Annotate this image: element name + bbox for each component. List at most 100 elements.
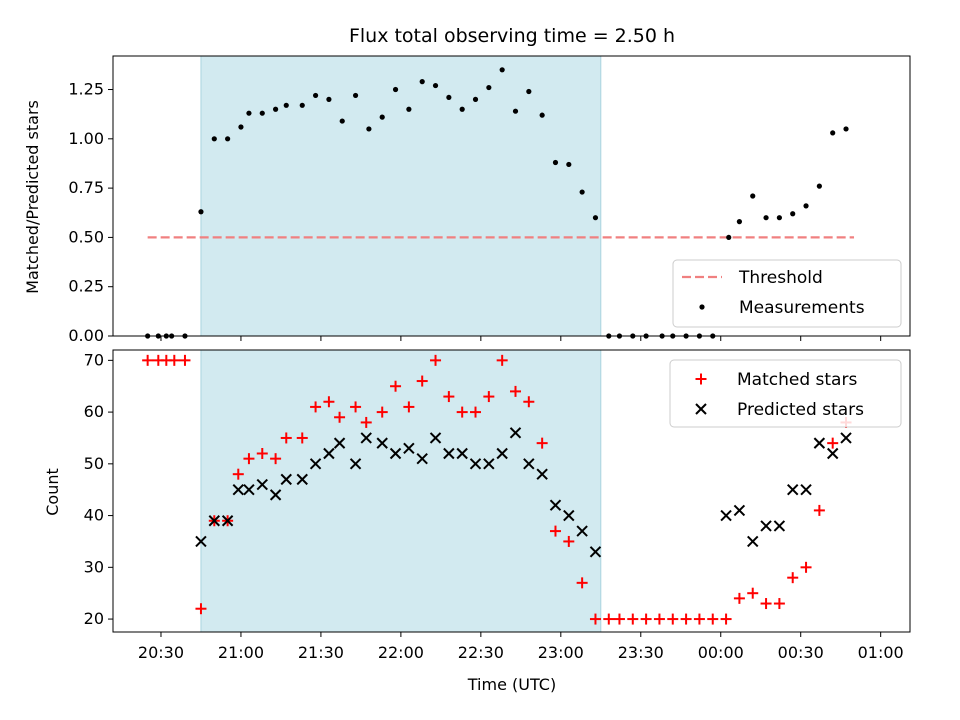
top-shaded-interval bbox=[200, 55, 602, 337]
bottom-y-tick-label: 60 bbox=[84, 402, 104, 421]
matched-star-point bbox=[613, 613, 625, 625]
matched-star-point bbox=[827, 437, 839, 449]
matched-star-point bbox=[773, 598, 785, 610]
top-y-axis-label: Matched/Predicted stars bbox=[23, 100, 42, 294]
measurement-point bbox=[259, 110, 265, 116]
predicted-star-point bbox=[549, 499, 562, 511]
measurement-point bbox=[238, 124, 244, 130]
matched-star-point bbox=[720, 613, 732, 625]
top-frame bbox=[112, 55, 911, 337]
top-y-tick-label: 0.25 bbox=[68, 277, 104, 296]
predicted-star-point bbox=[443, 447, 455, 460]
bottom-y-tick-label: 40 bbox=[84, 506, 104, 525]
bottom-y-tick-label: 50 bbox=[84, 454, 104, 473]
predicted-star-point bbox=[269, 489, 282, 501]
matched-star-point bbox=[747, 587, 759, 599]
predicted-star-point bbox=[523, 458, 535, 470]
predicted-star-point bbox=[256, 478, 268, 491]
predicted-star-point bbox=[826, 447, 839, 460]
predicted-star-point bbox=[536, 468, 548, 480]
predicted-star-point bbox=[747, 535, 759, 548]
measurement-point bbox=[419, 79, 425, 85]
matched-star-point bbox=[280, 432, 292, 444]
x-axis-label: Time (UTC) bbox=[467, 675, 556, 694]
predicted-star-point bbox=[195, 535, 207, 548]
matched-star-point bbox=[549, 525, 561, 537]
measurement-point bbox=[803, 203, 809, 209]
x-tick-label: 21:00 bbox=[218, 643, 264, 662]
measurement-point bbox=[312, 92, 319, 99]
top-y-tick-label: 0.00 bbox=[68, 326, 104, 345]
measurement-point bbox=[459, 106, 465, 112]
matched-star-point bbox=[376, 406, 388, 418]
x-tick-label: 20:30 bbox=[138, 643, 184, 662]
measurement-point bbox=[763, 215, 769, 221]
matched-star-point bbox=[800, 561, 812, 573]
matched-star-point bbox=[243, 453, 255, 465]
measurement-point bbox=[283, 102, 289, 108]
matched-star-point bbox=[430, 354, 442, 366]
matched-star-point bbox=[707, 613, 719, 625]
matched-star-point bbox=[168, 354, 180, 366]
predicted-star-point bbox=[429, 432, 442, 444]
measurement-point bbox=[299, 102, 305, 108]
predicted-star-point bbox=[773, 520, 786, 532]
measurement-point bbox=[366, 126, 372, 132]
predicted-star-point bbox=[589, 546, 602, 558]
predicted-star-point bbox=[483, 458, 495, 470]
top-y-tick-label: 1.25 bbox=[68, 80, 104, 99]
predicted-star-point bbox=[496, 447, 508, 460]
matched-star-point bbox=[733, 592, 745, 604]
measurement-point bbox=[552, 159, 559, 166]
measurement-point bbox=[472, 96, 479, 102]
predicted-star-point bbox=[309, 458, 322, 470]
matched-star-point bbox=[787, 572, 799, 584]
measurement-point bbox=[790, 211, 796, 217]
measurement-point bbox=[339, 118, 345, 124]
measurement-point bbox=[246, 110, 252, 116]
measurement-point bbox=[592, 215, 599, 221]
matched-star-point bbox=[589, 613, 601, 625]
matched-star-point bbox=[270, 453, 282, 465]
bottom-panel: 20 30 40 50 60 70 20:30 21:00 21:30 22:00 22:30 23:… bbox=[84, 349, 911, 662]
bottom-y-tick-label: 20 bbox=[84, 609, 104, 628]
bottom-y-tick-label: 30 bbox=[84, 557, 104, 576]
measurement-point bbox=[726, 234, 732, 241]
predicted-star-point bbox=[787, 483, 799, 496]
measurement-point bbox=[539, 112, 545, 118]
x-tick-label: 23:00 bbox=[538, 643, 584, 662]
matched-star-point bbox=[603, 613, 615, 625]
bottom-legend: Matched stars Predicted stars bbox=[669, 359, 902, 428]
x-tick-label: 01:00 bbox=[858, 643, 904, 662]
legend-matched-swatch bbox=[695, 373, 707, 385]
matched-star-point bbox=[653, 613, 665, 625]
predicted-star-point bbox=[733, 504, 746, 517]
matched-star-point bbox=[142, 354, 154, 366]
matched-star-point bbox=[536, 437, 548, 449]
measurement-point bbox=[816, 183, 822, 189]
matched-star-point bbox=[195, 603, 207, 615]
x-tick-label: 23:30 bbox=[618, 643, 664, 662]
matched-star-point bbox=[813, 504, 825, 516]
bottom-y-axis-label: Count bbox=[43, 468, 62, 516]
predicted-star-point bbox=[333, 437, 346, 449]
predicted-star-point bbox=[208, 515, 220, 527]
measurement-point bbox=[566, 161, 572, 168]
bottom-frame bbox=[112, 349, 911, 633]
x-tick-label: 22:30 bbox=[458, 643, 504, 662]
matched-star-point bbox=[509, 385, 521, 397]
matched-star-point bbox=[563, 535, 575, 547]
bottom-legend-box bbox=[669, 359, 902, 428]
measurement-point bbox=[198, 209, 204, 215]
legend-predicted-label: Predicted stars bbox=[737, 400, 864, 420]
measurement-point bbox=[526, 88, 532, 95]
matched-star-point bbox=[334, 411, 346, 423]
matched-star-point bbox=[390, 380, 402, 392]
top-legend-box bbox=[672, 259, 902, 328]
matched-star-point bbox=[470, 406, 482, 418]
legend-threshold-label: Threshold bbox=[738, 268, 823, 288]
measurement-point bbox=[499, 67, 505, 73]
top-y-tick-label: 0.50 bbox=[68, 227, 104, 246]
matched-star-point bbox=[323, 396, 335, 408]
